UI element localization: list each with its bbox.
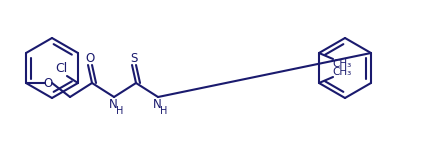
Text: CH₃: CH₃ — [333, 59, 352, 69]
Text: O: O — [85, 51, 95, 65]
Text: Cl: Cl — [55, 61, 67, 75]
Text: N: N — [108, 97, 117, 111]
Text: S: S — [130, 51, 138, 65]
Text: CH₃: CH₃ — [333, 67, 352, 77]
Text: H: H — [116, 106, 124, 116]
Text: N: N — [153, 97, 161, 111]
Text: O: O — [43, 76, 53, 90]
Text: H: H — [160, 106, 168, 116]
